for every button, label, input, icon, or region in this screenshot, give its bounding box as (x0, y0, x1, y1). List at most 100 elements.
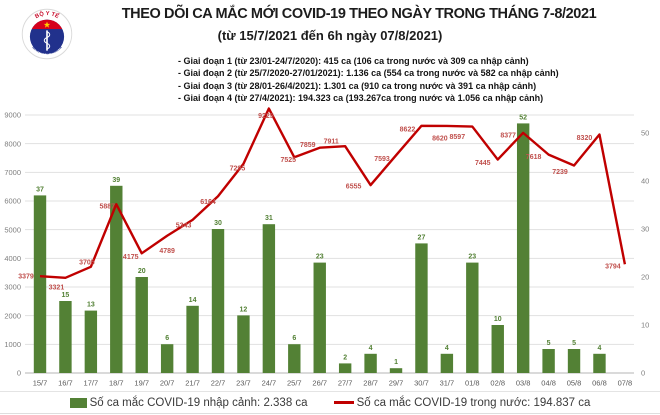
line-label-28/7: 6555 (346, 184, 362, 191)
line-label-16/7: 3321 (49, 284, 65, 291)
bar-label-20/7: 6 (165, 335, 169, 342)
x-tick-17/7: 17/7 (84, 379, 99, 388)
phase-3-summary: - Giai đoạn 3 (từ 28/01-26/4/2021): 1.30… (178, 80, 537, 91)
x-tick-23/7: 23/7 (236, 379, 251, 388)
line-label-19/7: 4175 (123, 254, 139, 261)
line-label-23/7: 7295 (230, 165, 246, 172)
left-axis-tick-4000: 4000 (4, 254, 21, 263)
x-tick-31/7: 31/7 (440, 379, 455, 388)
bar-23/7 (237, 315, 250, 373)
bar-01/8 (466, 262, 479, 373)
left-axis-tick-5000: 5000 (4, 225, 21, 234)
bar-31/7 (440, 353, 454, 373)
line-label-25/7: 7525 (281, 157, 297, 164)
line-label-30/7: 8622 (400, 126, 416, 133)
line-label-03/8: 8377 (500, 132, 516, 139)
bar-label-18/7: 39 (112, 177, 120, 184)
x-tick-27/7: 27/7 (338, 379, 353, 388)
line-label-05/8: 7239 (552, 169, 568, 176)
x-tick-20/7: 20/7 (160, 379, 175, 388)
x-tick-24/7: 24/7 (262, 379, 277, 388)
bar-label-06/8: 4 (598, 345, 602, 352)
line-label-04/8: 7618 (526, 154, 542, 161)
phase-4-summary: - Giai đoạn 4 (từ 27/4/2021): 194.323 ca… (178, 92, 544, 103)
x-tick-18/7: 18/7 (109, 379, 124, 388)
bar-label-04/8: 5 (547, 340, 551, 347)
line-label-29/7: 7593 (374, 156, 390, 163)
bar-label-03/8: 52 (519, 114, 527, 121)
x-tick-01/8: 01/8 (465, 379, 480, 388)
phase-2-summary: - Giai đoạn 2 (từ 25/7/2020-27/01/2021):… (178, 68, 559, 79)
bar-04/8 (542, 349, 555, 373)
bar-label-16/7: 15 (62, 292, 70, 299)
left-axis-tick-7000: 7000 (4, 168, 21, 177)
right-axis-tick-10: 10 (641, 321, 649, 330)
page-subtitle: (từ 15/7/2021 đến 6h ngày 07/8/2021) (217, 28, 443, 43)
legend-line-swatch (333, 401, 354, 404)
line-label-24/7: 9225 (258, 113, 274, 120)
bar-label-27/7: 2 (343, 354, 347, 361)
line-label-26/7: 7859 (300, 142, 316, 149)
legend-item-imported: Số ca mắc COVID-19 nhập cảnh: 2.338 ca (69, 396, 308, 409)
logo-star-icon (43, 21, 51, 28)
bar-16/7 (59, 301, 72, 373)
bar-label-28/7: 4 (369, 345, 373, 352)
x-tick-29/7: 29/7 (389, 379, 404, 388)
left-axis-tick-1000: 1000 (4, 340, 21, 349)
bar-28/7 (364, 353, 377, 373)
bar-27/7 (338, 363, 352, 373)
bar-30/7 (415, 243, 428, 373)
page-title: THEO DÕI CA MẮC MỚI COVID-19 THEO NGÀY T… (121, 6, 597, 22)
x-tick-05/8: 05/8 (567, 379, 582, 388)
x-tick-21/7: 21/7 (185, 379, 200, 388)
left-axis-tick-9000: 9000 (4, 111, 21, 120)
bar-20/7 (160, 344, 174, 373)
left-axis-tick-6000: 6000 (4, 197, 21, 206)
x-tick-25/7: 25/7 (287, 379, 302, 388)
x-tick-04/8: 04/8 (541, 379, 556, 388)
bar-label-24/7: 31 (265, 215, 273, 222)
line-label-07/8: 3794 (605, 264, 621, 271)
legend-item-domestic: Số ca mắc COVID-19 trong nước: 194.837 c… (333, 396, 591, 409)
phase-summary-list: - Giai đoạn 1 (từ 23/01-24/7/2020): 415 … (178, 55, 559, 104)
bar-label-31/7: 4 (445, 345, 449, 352)
bar-label-26/7: 23 (316, 254, 324, 261)
bar-22/7 (211, 229, 225, 373)
bar-label-29/7: 1 (394, 359, 398, 366)
right-axis-tick-40: 40 (641, 177, 649, 186)
bar-05/8 (567, 349, 581, 373)
right-axis-tick-20: 20 (641, 273, 649, 282)
x-tick-15/7: 15/7 (33, 379, 48, 388)
bar-29/7 (389, 368, 403, 373)
x-tick-19/7: 19/7 (134, 379, 149, 388)
bar-06/8 (593, 353, 606, 373)
bar-26/7 (313, 262, 326, 373)
x-tick-16/7: 16/7 (58, 379, 73, 388)
line-label-31/7: 8620 (432, 135, 448, 142)
line-label-15/7: 3379 (18, 274, 34, 281)
legend-domestic-label: Số ca mắc COVID-19 trong nước: 194.837 c… (356, 396, 591, 409)
x-tick-26/7: 26/7 (312, 379, 327, 388)
bar-03/8 (516, 123, 530, 374)
legend-bar-swatch (69, 397, 87, 408)
bar-label-02/8: 10 (494, 316, 502, 323)
logo-top-text: BỘ Y TẾ (34, 9, 60, 20)
bar-label-17/7: 13 (87, 302, 95, 309)
logo-snake-icon (43, 31, 51, 50)
right-axis-tick-30: 30 (641, 225, 649, 234)
bar-21/7 (186, 305, 199, 373)
bar-label-21/7: 14 (189, 297, 197, 304)
bar-label-15/7: 37 (36, 186, 44, 193)
left-axis-tick-3000: 3000 (4, 283, 21, 292)
x-tick-06/8: 06/8 (592, 379, 607, 388)
right-axis-tick-50: 50 (641, 129, 649, 138)
x-tick-03/8: 03/8 (516, 379, 531, 388)
line-label-01/8: 8597 (450, 134, 466, 141)
legend-imported-label: Số ca mắc COVID-19 nhập cảnh: 2.338 ca (89, 396, 308, 409)
line-label-17/7: 3705 (79, 259, 95, 266)
line-label-02/8: 7445 (475, 160, 491, 167)
x-tick-02/8: 02/8 (490, 379, 505, 388)
bar-24/7 (262, 224, 276, 373)
line-label-18/7: 5887 (100, 204, 116, 211)
